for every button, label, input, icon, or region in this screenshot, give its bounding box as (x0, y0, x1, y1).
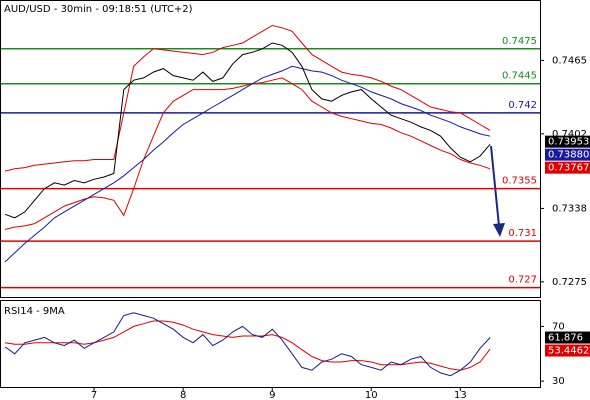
series-line (4, 65, 491, 263)
series-line (4, 77, 491, 230)
price-box (545, 331, 590, 344)
level-label: 0.742 (508, 100, 537, 111)
price-box (545, 135, 590, 148)
price-box-label: 61.876 (548, 333, 583, 344)
level-label: 0.7475 (502, 36, 537, 47)
chart-title: AUD/USD - 30min - 09:18:51 (UTC+2) (4, 4, 193, 15)
y-tick-label: 30 (552, 376, 565, 387)
series-line (4, 42, 491, 219)
level-label: 0.7445 (502, 71, 537, 82)
y-tick-label: 0.7275 (552, 277, 587, 288)
price-box-label: 0.73767 (548, 163, 589, 174)
series-line (4, 24, 491, 172)
series-line (4, 312, 491, 377)
price-box (545, 148, 590, 161)
forecast-arrow (490, 145, 505, 237)
level-label: 0.7355 (502, 176, 537, 187)
price-box-label: 0.73880 (548, 150, 589, 161)
level-label: 0.727 (508, 275, 537, 286)
rsi-panel (0, 300, 541, 388)
series-line (4, 320, 491, 371)
y-tick-label: 70 (552, 321, 565, 332)
main-panel (0, 0, 541, 298)
x-tick-label: 7 (91, 390, 97, 400)
price-box (545, 344, 590, 357)
y-tick-label: 0.7338 (552, 203, 587, 214)
x-tick-label: 10 (365, 390, 378, 400)
rsi-title: RSI14 - 9MA (4, 306, 65, 317)
level-label: 0.731 (508, 228, 537, 239)
x-tick-label: 13 (454, 390, 467, 400)
price-box (545, 161, 590, 174)
x-tick-label: 9 (269, 390, 275, 400)
x-tick-label: 8 (180, 390, 186, 400)
price-box-label: 0.73953 (548, 137, 589, 148)
y-tick-label: 0.7402 (552, 129, 587, 140)
price-box-label: 53.4462 (548, 346, 589, 357)
y-tick-label: 0.7465 (552, 55, 587, 66)
